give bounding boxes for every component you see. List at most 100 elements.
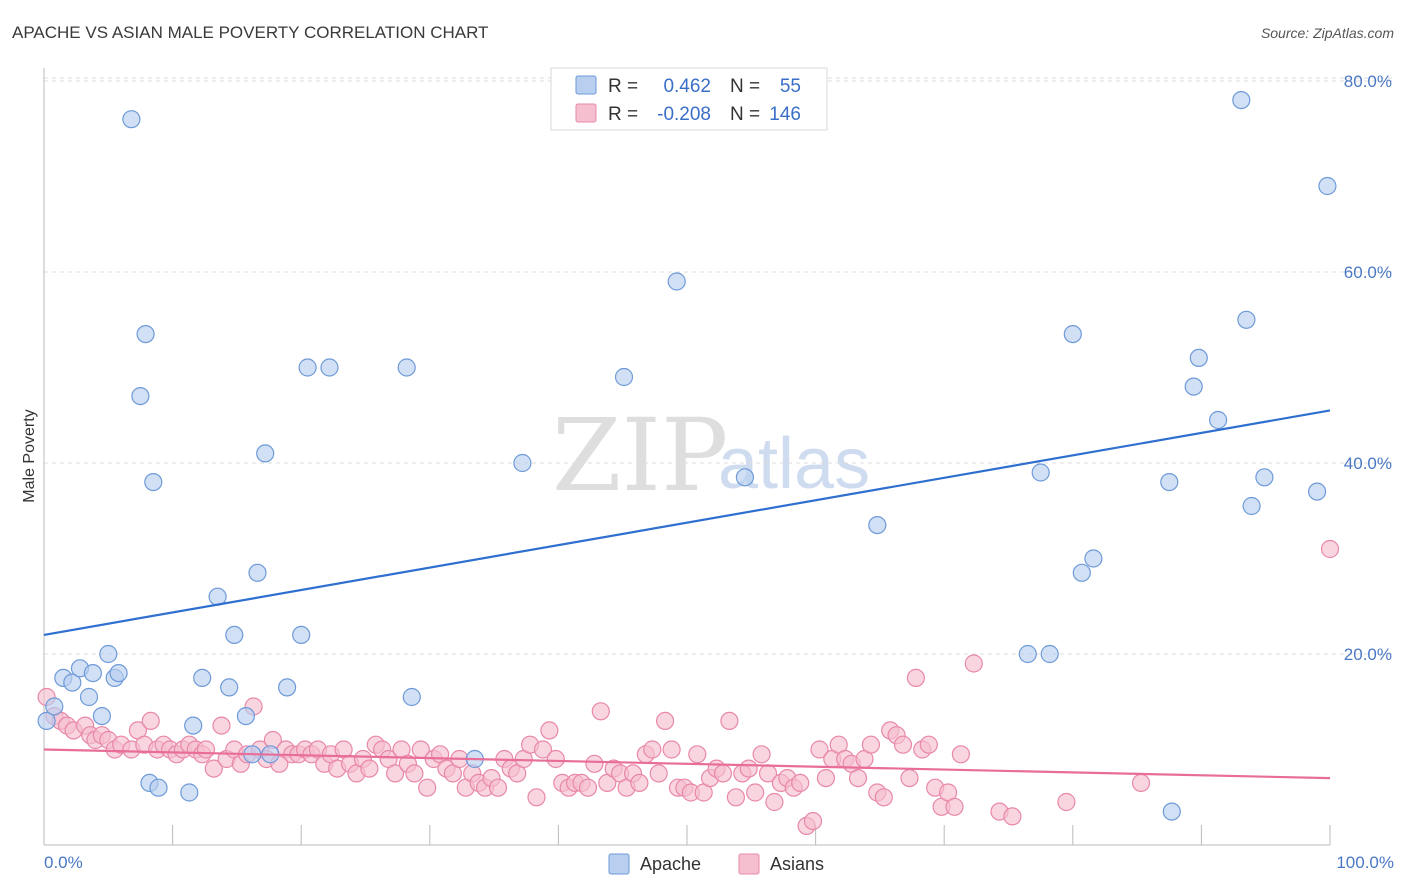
stats-legend: R = 0.462 N = 55 R = -0.208 N = 146 bbox=[550, 67, 828, 131]
asians-point bbox=[810, 740, 829, 759]
apache-point bbox=[397, 358, 416, 377]
watermark-zip: ZIP bbox=[552, 397, 728, 514]
apache-point bbox=[298, 358, 317, 377]
asians-point bbox=[655, 711, 675, 731]
legend-r-label-apache: R = bbox=[608, 76, 638, 97]
asians-point bbox=[861, 735, 881, 754]
apache-point bbox=[1232, 90, 1251, 110]
asians-point bbox=[386, 764, 405, 783]
asians-point bbox=[643, 740, 662, 759]
apache-point bbox=[868, 515, 887, 535]
apache-point bbox=[513, 453, 532, 473]
legend-swatch-apache bbox=[575, 75, 597, 95]
apache-point bbox=[1255, 468, 1274, 487]
legend-swatch-asians bbox=[575, 103, 597, 123]
asians-point bbox=[746, 783, 765, 802]
apache-point bbox=[1189, 348, 1208, 367]
asians-point bbox=[578, 778, 598, 797]
asians-point bbox=[591, 702, 610, 721]
stats-legend-box bbox=[550, 67, 828, 131]
apache-point bbox=[1072, 563, 1091, 582]
chart-source: Source: ZipAtlas.com bbox=[1261, 25, 1394, 41]
x-tick-label-min: 0.0% bbox=[44, 853, 83, 872]
apache-point bbox=[1242, 496, 1261, 516]
apache-point bbox=[1031, 463, 1050, 482]
apache-point bbox=[1063, 325, 1082, 344]
asians-point bbox=[688, 745, 707, 764]
asians-point bbox=[405, 764, 424, 783]
chart-title: APACHE VS ASIAN MALE POVERTY CORRELATION… bbox=[12, 23, 488, 42]
legend-n-label-apache: N = bbox=[730, 76, 760, 97]
apache-point bbox=[184, 716, 203, 735]
apache-point bbox=[1208, 410, 1228, 430]
apache-point bbox=[1162, 802, 1181, 821]
apache-point bbox=[256, 444, 275, 463]
apache-point bbox=[1307, 482, 1327, 501]
asians-point bbox=[418, 778, 437, 797]
apache-point bbox=[1160, 473, 1179, 492]
y-tick-label: 80.0% bbox=[1344, 72, 1392, 91]
asians-point bbox=[141, 711, 160, 731]
y-axis-label: Male Poverty bbox=[21, 409, 38, 502]
apache-point bbox=[220, 678, 239, 697]
apache-point bbox=[1184, 377, 1203, 396]
asians-point bbox=[752, 745, 771, 764]
apache-point bbox=[1237, 310, 1256, 329]
bottom-legend-swatch-apache bbox=[608, 853, 630, 875]
apache-point bbox=[83, 663, 103, 683]
apache-point bbox=[180, 783, 199, 802]
grid-layer bbox=[44, 77, 1394, 655]
asians-point bbox=[720, 711, 739, 731]
apache-point bbox=[136, 325, 155, 344]
apache-point bbox=[45, 697, 64, 716]
asians-point bbox=[360, 759, 379, 778]
legend-r-value-apache: 0.462 bbox=[663, 76, 711, 97]
apache-trend-line bbox=[43, 409, 1331, 636]
asians-point bbox=[196, 740, 216, 759]
asians-point bbox=[951, 745, 971, 764]
apache-point bbox=[278, 678, 297, 697]
apache-point bbox=[225, 625, 244, 645]
apache-point bbox=[292, 625, 311, 645]
legend-n-value-asians: 146 bbox=[769, 104, 801, 125]
bottom-legend-label-asians: Asians bbox=[770, 854, 824, 874]
apache-point bbox=[1018, 644, 1037, 664]
apache-point bbox=[614, 367, 634, 387]
apache-point bbox=[248, 563, 267, 582]
watermark-atlas: atlas bbox=[718, 424, 870, 504]
apache-point bbox=[402, 687, 421, 707]
y-tick-label: 60.0% bbox=[1344, 263, 1392, 282]
asians-point bbox=[816, 768, 836, 788]
asians-point bbox=[906, 668, 926, 688]
asians-point bbox=[765, 792, 784, 812]
asians-point bbox=[630, 773, 649, 793]
asians-point bbox=[546, 749, 565, 769]
legend-n-label-asians: N = bbox=[730, 104, 760, 125]
asians-point bbox=[848, 768, 868, 788]
apache-point bbox=[1084, 549, 1103, 568]
asians-point bbox=[1057, 792, 1076, 812]
apache-point bbox=[109, 663, 128, 683]
asians-point bbox=[1131, 773, 1151, 793]
trend-layer bbox=[43, 409, 1331, 780]
asians-point bbox=[726, 788, 746, 807]
asians-point bbox=[919, 735, 938, 754]
apache-point bbox=[79, 687, 99, 707]
asians-point bbox=[713, 764, 733, 783]
apache-point bbox=[1318, 176, 1337, 196]
asians-point bbox=[662, 740, 681, 759]
apache-point bbox=[131, 387, 150, 406]
apache-point bbox=[236, 706, 255, 726]
asians-point bbox=[540, 721, 559, 740]
apache-point bbox=[320, 358, 339, 377]
bottom-legend-label-apache: Apache bbox=[640, 854, 701, 874]
y-tick-label: 40.0% bbox=[1344, 454, 1392, 473]
asians-point bbox=[204, 759, 223, 778]
apache-point bbox=[92, 706, 112, 726]
asians-point bbox=[739, 759, 758, 778]
asians-point bbox=[585, 754, 604, 773]
asians-point bbox=[964, 654, 983, 673]
apache-point bbox=[63, 673, 82, 692]
legend-n-value-apache: 55 bbox=[780, 76, 801, 97]
